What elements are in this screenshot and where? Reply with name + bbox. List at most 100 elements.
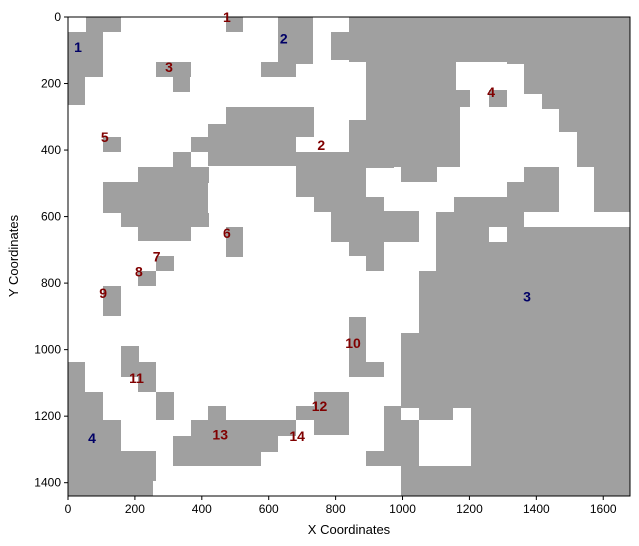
obstacle-cell (401, 333, 630, 383)
obstacle-cell (103, 286, 121, 316)
x-tick-label: 1200 (456, 502, 483, 516)
x-tick-label: 200 (125, 502, 145, 516)
region-label-red: 13 (212, 426, 228, 442)
obstacle-cell (173, 451, 261, 466)
x-axis-title: X Coordinates (308, 522, 391, 537)
free-cell (489, 227, 507, 242)
obstacle-cell (121, 362, 156, 377)
region-label-red: 6 (223, 225, 231, 241)
map-frame (67, 16, 631, 497)
obstacle-cell (103, 137, 121, 152)
obstacle-cell (191, 420, 296, 436)
obstacle-cell (349, 241, 384, 256)
obstacle-cell (524, 167, 559, 182)
region-label-red: 7 (153, 249, 161, 265)
region-label-blue: 3 (523, 288, 531, 304)
obstacle-cell (191, 137, 296, 154)
y-tick-label: 0 (54, 10, 61, 24)
obstacle-cell (138, 167, 209, 183)
obstacle-cells (68, 17, 630, 496)
free-cell (559, 167, 594, 212)
obstacle-cell (366, 256, 384, 271)
obstacle-cell (507, 227, 630, 242)
obstacle-cell (349, 362, 384, 377)
obstacle-cell (173, 152, 191, 167)
y-tick-label: 400 (41, 143, 61, 157)
obstacle-cell (173, 62, 190, 92)
obstacle-cell (296, 152, 366, 182)
obstacle-cell (401, 383, 630, 408)
x-tick-label: 1600 (590, 502, 617, 516)
obstacle-cell (68, 60, 85, 105)
obstacle-cell (156, 256, 174, 271)
x-tick-label: 600 (259, 502, 279, 516)
obstacle-cell (156, 392, 174, 420)
obstacle-cell (454, 197, 524, 212)
obstacle-cell (103, 182, 208, 198)
obstacle-cell (331, 226, 419, 242)
y-tick-label: 600 (41, 210, 61, 224)
region-label-red: 12 (312, 398, 328, 414)
region-label-red: 5 (101, 129, 109, 145)
plot-area (67, 16, 631, 497)
obstacle-cell (366, 90, 470, 107)
region-label-red: 8 (135, 263, 143, 279)
y-tick-label: 1000 (34, 343, 61, 357)
obstacle-cell (594, 167, 630, 212)
y-tick-label: 1400 (34, 476, 61, 490)
obstacle-cell (454, 227, 489, 242)
x-tick-label: 1000 (389, 502, 416, 516)
obstacle-cell (401, 466, 630, 496)
obstacle-cell (489, 90, 507, 107)
region-label-red: 3 (165, 59, 173, 75)
obstacle-cell (226, 17, 243, 32)
obstacle-cell (138, 271, 156, 286)
obstacle-cell (419, 311, 630, 336)
obstacle-cell (507, 182, 560, 212)
obstacle-cell (349, 17, 507, 62)
region-label-red: 2 (317, 137, 325, 153)
x-tick-label: 0 (65, 502, 72, 516)
region-label-blue: 2 (280, 31, 288, 47)
region-label-red: 9 (99, 285, 107, 301)
y-axis-ticks: 0 200 400 600 800 1000 1200 1400 (34, 10, 68, 490)
obstacle-cell (366, 150, 383, 166)
obstacle-cell (226, 227, 243, 257)
obstacle-cell (419, 406, 453, 421)
y-tick-label: 800 (41, 276, 61, 290)
region-label-blue: 1 (74, 39, 82, 55)
obstacle-cell (296, 406, 314, 420)
obstacle-cell (314, 197, 384, 212)
region-label-red: 11 (129, 370, 144, 386)
y-axis-title: Y Coordinates (6, 214, 21, 297)
obstacle-cell (314, 392, 349, 435)
y-tick-label: 1200 (34, 409, 61, 423)
obstacle-cell (173, 436, 278, 452)
x-tick-label: 800 (326, 502, 346, 516)
obstacle-cell (121, 213, 209, 227)
region-label-red: 4 (487, 84, 495, 100)
obstacle-cell (138, 226, 191, 241)
region-label-red: 14 (289, 428, 305, 444)
obstacle-cell (436, 242, 630, 272)
obstacle-cell (366, 451, 401, 466)
x-tick-label: 400 (192, 502, 212, 516)
region-label-red: 1 (223, 9, 231, 25)
obstacle-cell (419, 271, 630, 311)
obstacle-cell (296, 182, 366, 197)
obstacle-cell (103, 198, 208, 213)
obstacle-cell (401, 165, 437, 182)
free-cell (366, 182, 384, 197)
obstacle-cell (401, 420, 419, 466)
region-label-red: 10 (345, 335, 361, 351)
region-label-blue: 4 (88, 430, 96, 446)
free-cell (419, 420, 471, 466)
x-tick-label: 1400 (523, 502, 550, 516)
free-cell (191, 152, 208, 167)
obstacle-cell (471, 406, 630, 466)
obstacle-cell (331, 211, 419, 227)
y-tick-label: 200 (41, 77, 61, 91)
obstacle-cell (278, 17, 313, 64)
